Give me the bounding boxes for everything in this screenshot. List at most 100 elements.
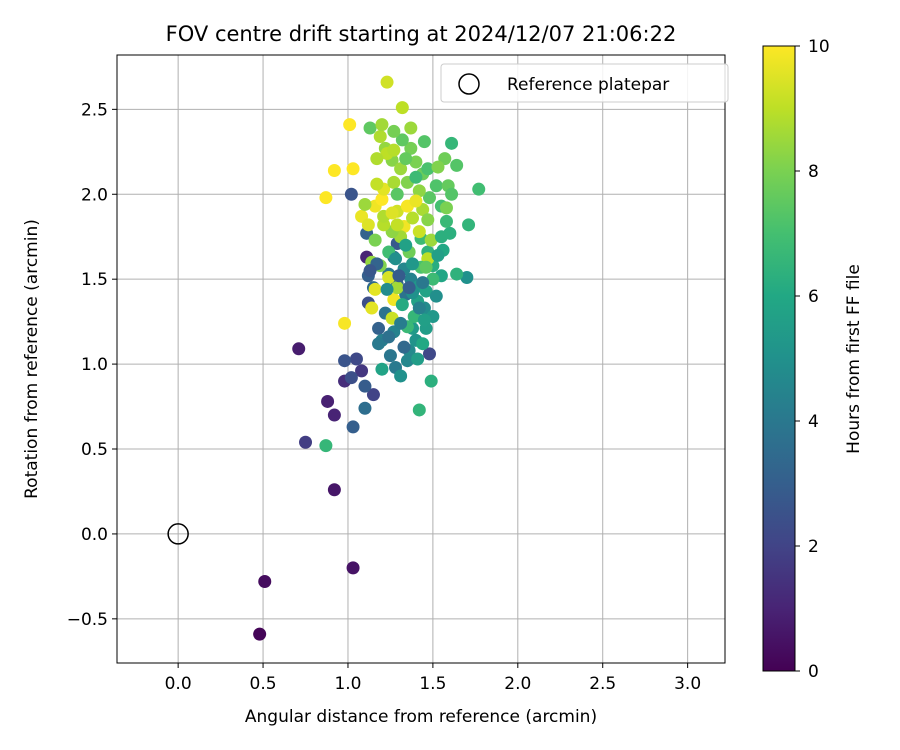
data-point (358, 197, 372, 211)
data-point (394, 162, 408, 176)
data-point (292, 342, 306, 356)
legend: Reference platepar (440, 63, 729, 103)
y-tick-label: −0.5 (67, 610, 108, 630)
data-point (419, 260, 433, 274)
data-point (375, 362, 389, 376)
plot-frame (116, 54, 726, 664)
colorbar-tick-label: 0 (808, 662, 819, 682)
data-point (416, 337, 430, 351)
data-point (343, 118, 357, 132)
colorbar-tick-label: 2 (808, 537, 819, 557)
data-point (395, 298, 409, 312)
data-point (460, 270, 474, 284)
data-point (409, 170, 423, 184)
data-point (439, 214, 453, 228)
data-point (424, 374, 438, 388)
y-tick-label: 0.5 (81, 440, 108, 460)
data-point (431, 160, 445, 174)
data-point (387, 143, 401, 157)
data-point (385, 206, 399, 220)
data-point (258, 574, 272, 588)
data-point (382, 330, 396, 344)
legend-marker-icon (458, 73, 480, 95)
data-point (366, 388, 380, 402)
x-tick-label: 3.0 (674, 674, 701, 694)
data-point (399, 152, 413, 166)
y-tick-label: 2.0 (81, 185, 108, 205)
data-point (421, 213, 435, 227)
data-point (445, 136, 459, 150)
data-point (445, 187, 459, 201)
colorbar-tick-label: 10 (808, 37, 830, 57)
data-point (368, 233, 382, 247)
data-point (417, 313, 431, 327)
data-point (400, 354, 414, 368)
y-tick-label: 0.0 (81, 525, 108, 545)
colorbar-ticks: 0 2 4 6 8 10 (795, 37, 830, 682)
data-point (399, 238, 413, 252)
data-point (327, 408, 341, 422)
data-point (380, 75, 394, 89)
data-point (358, 401, 372, 415)
data-point (363, 121, 377, 135)
x-tick-label: 1.0 (334, 674, 361, 694)
colorbar-tick-label: 6 (808, 287, 819, 307)
data-point (412, 184, 426, 198)
data-point (390, 281, 404, 295)
data-point (429, 289, 443, 303)
data-point (363, 264, 377, 278)
data-point (365, 301, 379, 315)
legend-box (440, 63, 729, 103)
x-axis-label: Angular distance from reference (arcmin) (245, 707, 597, 727)
x-tick-label: 2.5 (589, 674, 616, 694)
data-point (426, 272, 440, 286)
data-point (319, 191, 333, 205)
x-tick-label: 2.0 (504, 674, 531, 694)
data-point (450, 158, 464, 172)
data-point (402, 281, 416, 295)
data-point (394, 369, 408, 383)
data-point (346, 162, 360, 176)
data-point (382, 270, 396, 284)
data-point (372, 337, 386, 351)
data-point (392, 269, 406, 283)
data-point (375, 118, 389, 132)
data-point (411, 352, 425, 366)
data-point (327, 163, 341, 177)
data-point (344, 187, 358, 201)
data-point (412, 403, 426, 417)
x-tick-label: 0.5 (250, 674, 277, 694)
data-point (450, 267, 464, 281)
data-point (389, 252, 403, 266)
colorbar-tick-label: 8 (808, 162, 819, 182)
data-point (346, 420, 360, 434)
x-tick-label: 0.0 (165, 674, 192, 694)
data-point (406, 257, 420, 271)
y-tick-label: 2.5 (81, 100, 108, 120)
data-point (439, 201, 453, 215)
data-point (404, 141, 418, 155)
data-point (375, 192, 389, 206)
data-point (387, 124, 401, 138)
data-point (417, 135, 431, 149)
data-point (319, 439, 333, 453)
data-point (394, 316, 408, 330)
x-tick-label: 1.5 (419, 674, 446, 694)
data-point (409, 194, 423, 208)
data-point (390, 187, 404, 201)
data-point (321, 394, 335, 408)
y-tick-label: 1.0 (81, 355, 108, 375)
data-point (395, 133, 409, 147)
y-axis-ticks: −0.5 0.0 0.5 1.0 1.5 2.0 2.5 (67, 100, 117, 630)
data-point (412, 225, 426, 239)
data-point (431, 248, 445, 262)
y-tick-label: 1.5 (81, 270, 108, 290)
data-point (358, 379, 372, 393)
x-axis-ticks: 0.0 0.5 1.0 1.5 2.0 2.5 3.0 (165, 663, 701, 694)
data-point (404, 121, 418, 135)
data-point (472, 182, 486, 196)
data-point (299, 435, 313, 449)
data-point (380, 282, 394, 296)
data-point (344, 371, 358, 385)
data-point (424, 233, 438, 247)
